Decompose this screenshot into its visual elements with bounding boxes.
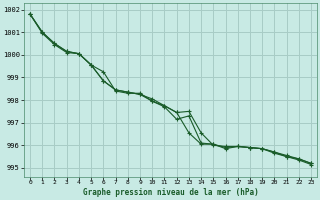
X-axis label: Graphe pression niveau de la mer (hPa): Graphe pression niveau de la mer (hPa)	[83, 188, 259, 197]
